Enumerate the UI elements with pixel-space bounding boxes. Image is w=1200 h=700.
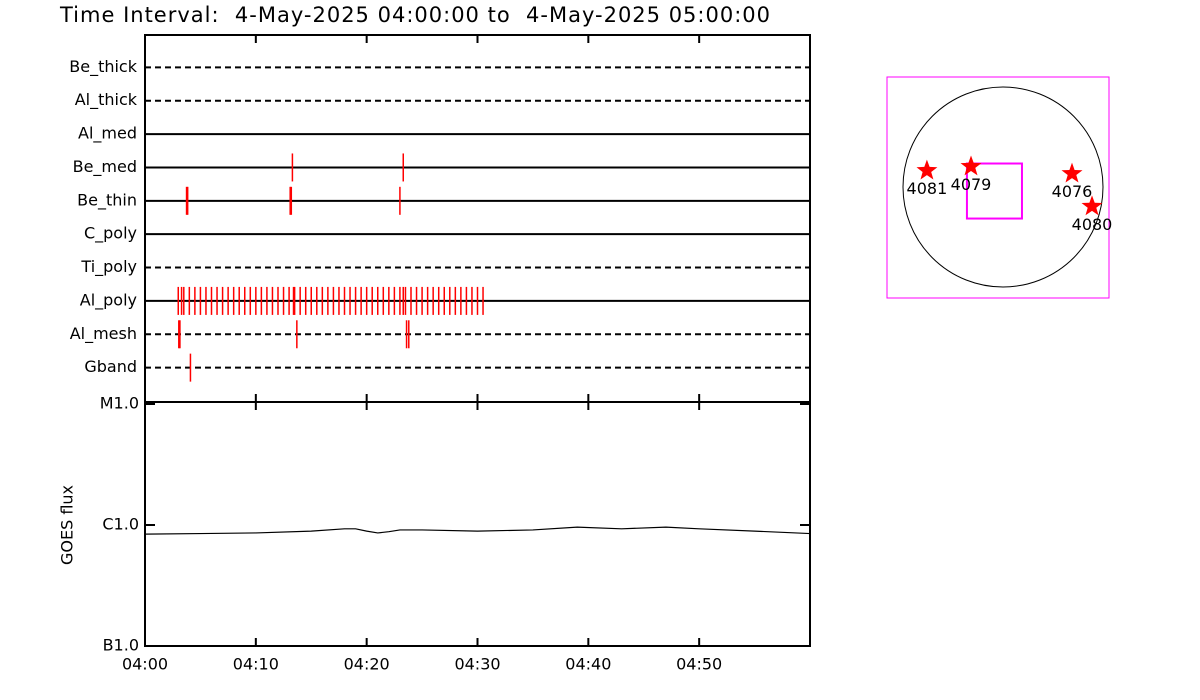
fov-box xyxy=(965,162,1023,220)
filter-label: Al_poly xyxy=(80,290,137,310)
x-tick-label: 04:20 xyxy=(344,655,390,674)
region-marker xyxy=(916,159,938,180)
region-marker xyxy=(1061,162,1083,183)
filter-label: Al_med xyxy=(78,124,137,144)
filter-label: Be_thin xyxy=(77,190,137,210)
region-label: 4076 xyxy=(1052,182,1093,201)
y-axis-label: GOES flux xyxy=(58,485,77,565)
region-marker xyxy=(960,155,982,176)
filter-label: Gband xyxy=(84,357,137,376)
filter-label: C_poly xyxy=(84,224,137,244)
filter-label: Ti_poly xyxy=(80,257,137,277)
filter-label: Be_thick xyxy=(69,57,137,77)
filter-label: Al_mesh xyxy=(70,324,137,344)
region-marker xyxy=(1081,195,1103,216)
goes-curve xyxy=(144,526,811,535)
map-frame xyxy=(886,76,1110,299)
y-tick-label: B1.0 xyxy=(103,636,139,655)
x-tick-label: 04:00 xyxy=(122,655,168,674)
filter-label: Be_med xyxy=(73,157,137,177)
region-label: 4079 xyxy=(951,175,992,194)
y-tick-label: C1.0 xyxy=(102,515,139,534)
goes-frame xyxy=(144,401,811,647)
x-tick-label: 04:30 xyxy=(454,655,500,674)
region-label: 4081 xyxy=(907,179,948,198)
solar-disk xyxy=(902,86,1104,288)
y-tick-label: M1.0 xyxy=(100,394,139,413)
timeline-frame xyxy=(144,34,811,403)
x-tick-label: 04:40 xyxy=(565,655,611,674)
filter-label: Al_thick xyxy=(75,90,138,110)
region-label: 4080 xyxy=(1072,215,1113,234)
x-tick-label: 04:10 xyxy=(233,655,279,674)
chart-title: Time Interval: 4-May-2025 04:00:00 to 4-… xyxy=(59,3,771,27)
x-tick-label: 04:50 xyxy=(676,655,722,674)
